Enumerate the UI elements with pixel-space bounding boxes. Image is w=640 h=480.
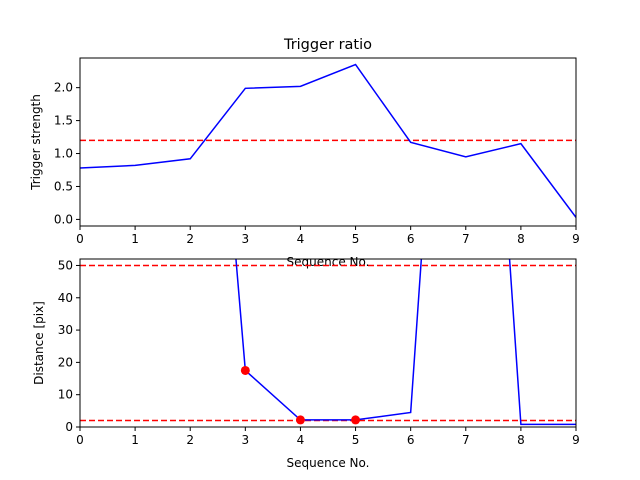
x-tick-label: 0 [76,232,84,246]
x-tick-label: 1 [131,232,139,246]
y-tick-label: 0 [65,420,73,434]
data-point-marker [351,415,361,425]
plot-area [80,259,576,426]
x-tick-label: 5 [352,232,360,246]
x-tick-label: 2 [186,232,194,246]
y-tick-label: 30 [58,323,73,337]
data-point-marker [295,415,305,425]
x-tick-label: 3 [242,232,250,246]
x-tick-label: 8 [517,433,525,447]
x-tick-label: 1 [131,433,139,447]
y-tick-label: 0.0 [54,212,73,226]
x-tick-label: 8 [517,232,525,246]
y-tick-label: 10 [58,388,73,402]
x-tick-label: 6 [407,232,415,246]
x-tick-label: 3 [242,433,250,447]
distance-panel: Sequence No. Distance [pix] 0 1 2 3 4 5 6 7 8 9 0 1… [32,258,580,470]
y-tick-label: 1.5 [54,114,73,128]
x-tick-label: 2 [186,433,194,447]
x-axis-label: Sequence No. [287,456,370,470]
x-tick-label: 5 [352,433,360,447]
x-axis-label: Sequence No. [287,255,370,269]
chart-title: Trigger ratio [283,37,372,53]
x-tick-label: 9 [572,232,580,246]
axes-frame [79,258,577,428]
x-tick-label: 4 [297,433,305,447]
x-tick-label: 7 [462,232,470,246]
y-tick-label: 20 [58,355,73,369]
series-line [235,259,576,426]
y-axis-label: Trigger strength [29,94,43,191]
x-tick-label: 4 [297,232,305,246]
series-line [80,63,576,218]
y-tick-label: 40 [58,291,73,305]
x-tick-label: 6 [407,433,415,447]
y-axis-label: Distance [pix] [32,301,46,385]
y-tick-label: 50 [58,258,73,272]
x-tick-label: 7 [462,433,470,447]
y-tick-label: 0.5 [54,179,73,193]
x-tick-label: 9 [572,433,580,447]
x-tick-label: 0 [76,433,84,447]
y-tick-label: 2.0 [54,81,73,95]
axes-frame [79,57,577,227]
data-point-marker [240,365,250,375]
y-tick-label: 1.0 [54,147,73,161]
plot-area [80,63,576,218]
